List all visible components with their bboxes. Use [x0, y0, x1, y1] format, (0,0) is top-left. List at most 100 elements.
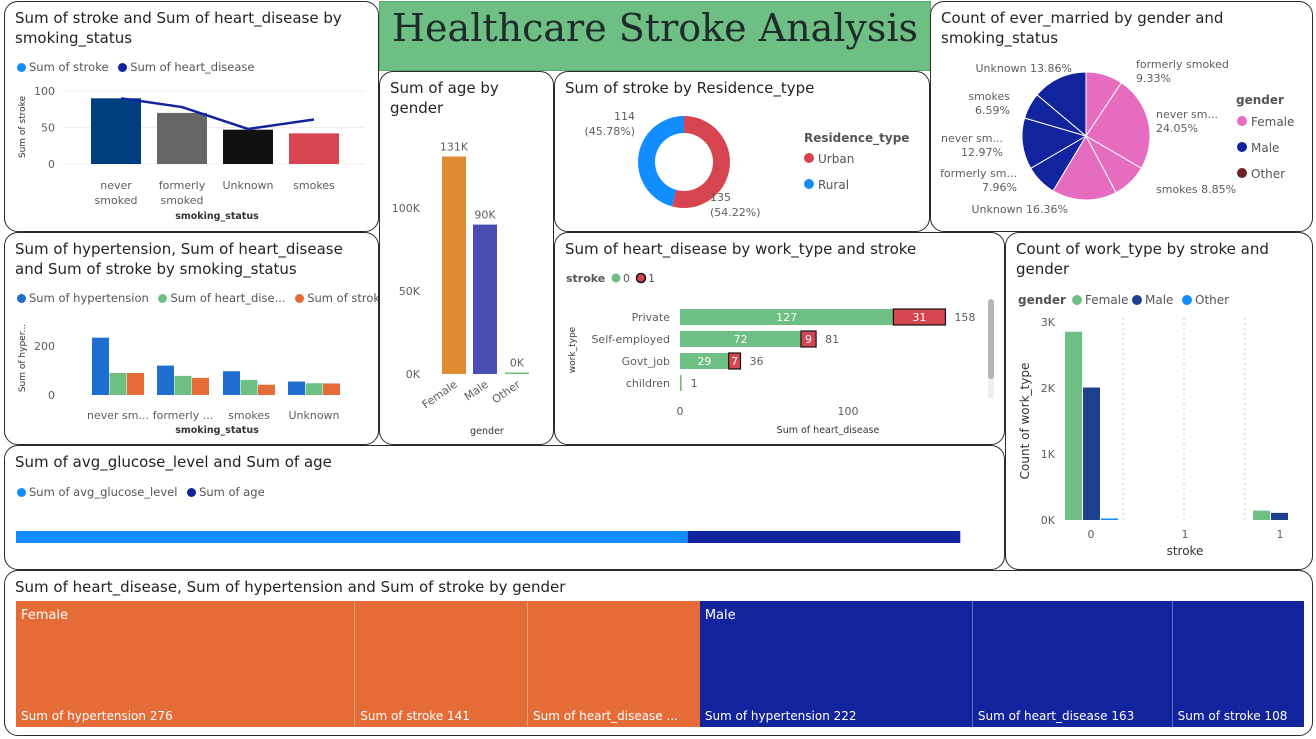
pie-slice-3[interactable] [1052, 134, 1117, 201]
bar-segment-1[interactable] [687, 531, 961, 543]
segment-label: 7 [731, 355, 738, 368]
bar-stroke1-0[interactable] [892, 308, 947, 326]
legend-item-heart-disease[interactable]: Sum of heart_disease [118, 60, 254, 74]
ever-married-card[interactable]: Count of ever_married by gender and smok… [930, 1, 1313, 232]
bar-stroke0-0[interactable] [680, 309, 894, 325]
donut-slice-urban[interactable] [671, 116, 730, 208]
bar-other[interactable] [505, 372, 529, 375]
bar-1-2[interactable] [240, 380, 258, 395]
treemap-cell[interactable]: Sum of heart_disease 163 [971, 601, 1172, 727]
x-tick-label: formerly [159, 179, 206, 192]
bar-stroke0-1[interactable] [680, 331, 801, 347]
treemap[interactable]: Female Sum of hypertension 276 Sum of stro… [16, 601, 1304, 727]
bar-0-1[interactable] [157, 365, 174, 395]
bar-stroke-0[interactable] [91, 98, 141, 164]
scrollbar[interactable] [988, 299, 994, 399]
stacked-bar-chart[interactable] [5, 446, 1005, 570]
column-chart[interactable]: 100K 50K 0K 131K Female 90K Male 0K Other gender [380, 72, 554, 445]
chart-legend[interactable]: Sum of hypertension Sum of heart_dise...… [17, 291, 378, 305]
bar-0-3[interactable] [288, 381, 305, 395]
legend-label-0: 0 [623, 272, 630, 285]
legend-dot-other[interactable] [1237, 168, 1247, 178]
treemap-group-male[interactable]: Male Sum of hypertension 222 Sum of heart_… [699, 601, 1304, 727]
bar-stroke-3[interactable] [289, 133, 339, 164]
legend-label-other: Other [1195, 293, 1229, 307]
chart-legend[interactable]: Sum of avg_glucose_level Sum of age [17, 485, 271, 499]
pie-slice-1[interactable] [1085, 81, 1151, 169]
pie-slice-7[interactable] [1036, 71, 1087, 138]
hypertension-heart-stroke-card[interactable]: Sum of hypertension, Sum of heart_diseas… [4, 232, 379, 445]
card-title: Count of ever_married by gender and smok… [941, 9, 1224, 47]
treemap-cell[interactable]: Sum of hypertension 276 [16, 601, 354, 727]
donut-slice-rural[interactable] [638, 116, 684, 207]
bar-stroke1-2[interactable] [728, 352, 742, 370]
bar-female-1[interactable] [1253, 510, 1270, 520]
bar-2-0[interactable] [127, 372, 144, 395]
legend-title: gender [1018, 293, 1066, 307]
legend-dot-male[interactable] [1237, 142, 1247, 152]
legend-dot-female[interactable] [1237, 116, 1247, 126]
legend-dot-rural[interactable] [804, 179, 814, 189]
bar-female[interactable] [442, 156, 466, 374]
stroke-by-residence-card[interactable]: Sum of stroke by Residence_type 114 (45.7… [554, 71, 930, 232]
treemap-cell[interactable]: Sum of hypertension 222 [700, 601, 972, 727]
bar-male-1[interactable] [1271, 512, 1288, 520]
bar-2-1[interactable] [192, 377, 209, 395]
legend-item-heart-disease[interactable]: Sum of heart_dise... [158, 291, 286, 305]
heart-by-worktype-card[interactable]: Sum of heart_disease by work_type and st… [554, 232, 1005, 445]
treemap-cell[interactable]: Sum of stroke 141 [354, 601, 527, 727]
x-axis-title: Sum of heart_disease [777, 425, 880, 436]
bar-male[interactable] [473, 224, 497, 374]
bar-male-0[interactable] [1083, 387, 1100, 520]
treemap-group-female[interactable]: Female Sum of hypertension 276 Sum of stro… [16, 601, 700, 727]
legend-dot-urban[interactable] [804, 153, 814, 163]
y-tick-label: 0 [48, 158, 55, 171]
bar-segment-0[interactable] [16, 531, 688, 543]
clustered-column-chart[interactable]: 200 0 Sum of hyper... never sm... formerly .… [5, 233, 379, 445]
age-by-gender-card[interactable]: Sum of age by gender 100K 50K 0K 131K Female… [379, 71, 554, 445]
worktype-by-stroke-gender-card[interactable]: Count of work_type by stroke and gender … [1005, 232, 1313, 570]
bar-2-2[interactable] [258, 384, 275, 395]
bar-1-3[interactable] [305, 383, 323, 395]
legend-label-urban: Urban [818, 152, 854, 166]
glucose-age-card[interactable]: Sum of avg_glucose_level and Sum of age … [4, 445, 1005, 570]
legend-dot-female[interactable] [1072, 295, 1082, 305]
slice-label: smokes 8.85% [1156, 183, 1236, 196]
card-title: Sum of heart_disease by work_type and st… [565, 240, 917, 258]
combo-chart[interactable]: 100 50 0 Sum of stroke never smoked formerly sm… [5, 2, 379, 232]
bar-2-3[interactable] [323, 383, 340, 395]
bar-stroke-2[interactable] [223, 129, 273, 164]
stroke-heart-by-smoking-card[interactable]: Sum of stroke and Sum of heart_disease b… [4, 1, 379, 232]
legend-dot-1[interactable] [635, 272, 647, 284]
treemap-cell[interactable]: Sum of heart_disease ... [527, 601, 700, 727]
scrollbar-thumb[interactable] [988, 299, 994, 379]
legend-dot-other[interactable] [1182, 295, 1192, 305]
bar-stroke1-1[interactable] [800, 330, 817, 348]
legend-item-hypertension[interactable]: Sum of hypertension [17, 291, 149, 305]
bar-stroke0-3[interactable] [680, 375, 682, 391]
legend-label-male: Male [1251, 141, 1279, 155]
bar-0-2[interactable] [223, 371, 240, 395]
legend-item-age[interactable]: Sum of age [187, 485, 265, 499]
bar-other-0[interactable] [1101, 518, 1118, 521]
bar-stroke-1[interactable] [157, 112, 207, 164]
x-axis-title: smoking_status [175, 211, 259, 222]
treemap-cell[interactable]: Sum of stroke 108 [1171, 601, 1304, 727]
legend-dot-0[interactable] [611, 273, 621, 283]
legend-item-glucose[interactable]: Sum of avg_glucose_level [17, 485, 177, 499]
bar-1-0[interactable] [109, 372, 127, 395]
chart-legend[interactable]: Sum of stroke Sum of heart_disease [17, 60, 260, 74]
donut-chart[interactable]: 114 (45.78%) 135 (54.22%) Residence_type Urba… [555, 72, 930, 232]
bar-stroke0-2[interactable] [680, 353, 729, 369]
legend-item-stroke[interactable]: Sum of stroke [17, 60, 109, 74]
legend-item-stroke[interactable]: Sum of stroke [295, 291, 378, 305]
bar-female-0[interactable] [1065, 331, 1082, 520]
legend-dot-male[interactable] [1132, 295, 1142, 305]
line-heart-disease[interactable] [120, 97, 315, 131]
bar-0-0[interactable] [92, 337, 109, 395]
bar-1-1[interactable] [174, 375, 192, 395]
treemap-by-gender-card[interactable]: Sum of heart_disease, Sum of hypertensio… [4, 570, 1313, 736]
